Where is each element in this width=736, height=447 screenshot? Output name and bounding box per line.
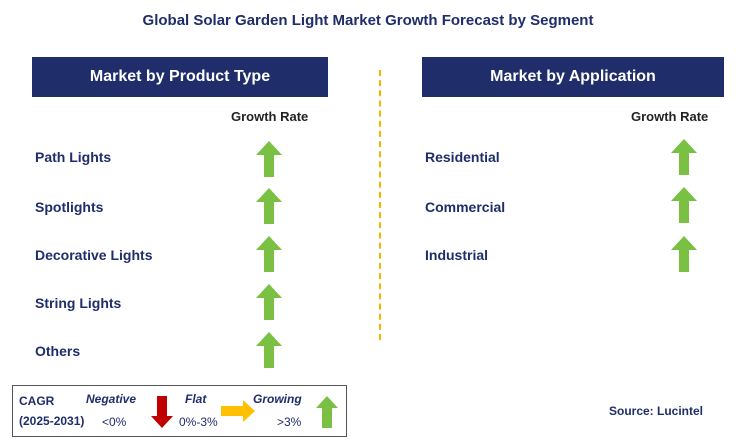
growing-arrow-icon [256, 236, 282, 272]
growing-arrow-icon [256, 284, 282, 320]
row-label-others: Others [35, 343, 81, 359]
negative-arrow-icon [151, 396, 173, 428]
product-growth-rate-label: Growth Rate [231, 109, 309, 124]
legend-negative-label: Negative [86, 392, 137, 406]
growing-arrow-icon [316, 396, 338, 428]
page-title: Global Solar Garden Light Market Growth … [142, 12, 594, 29]
growing-arrow-icon [256, 332, 282, 368]
row-label-path-lights: Path Lights [35, 149, 112, 165]
legend-growing-label: Growing [253, 392, 302, 406]
growing-arrow-icon [256, 188, 282, 224]
legend-growing-range: >3% [277, 415, 302, 429]
row-label-string-lights: String Lights [35, 295, 122, 311]
legend-flat-range: 0%-3% [179, 415, 218, 429]
cagr-legend: CAGR (2025-2031) Negative <0% Flat 0%-3%… [12, 385, 347, 437]
row-label-decorative-lights: Decorative Lights [35, 247, 153, 263]
panel-divider [379, 70, 381, 340]
legend-period: (2025-2031) [19, 414, 85, 428]
legend-flat-label: Flat [185, 392, 207, 406]
flat-arrow-icon [221, 400, 255, 422]
growing-arrow-icon [671, 139, 697, 175]
product-type-header: Market by Product Type [32, 57, 328, 97]
source-label: Source: Lucintel [609, 404, 704, 418]
application-header: Market by Application [422, 57, 724, 97]
growing-arrow-icon [671, 236, 697, 272]
growing-arrow-icon [671, 187, 697, 223]
legend-negative-range: <0% [102, 415, 127, 429]
growing-arrow-icon [256, 141, 282, 177]
row-label-commercial: Commercial [425, 199, 506, 215]
legend-cagr: CAGR [19, 394, 55, 408]
row-label-industrial: Industrial [425, 247, 489, 263]
row-label-spotlights: Spotlights [35, 199, 104, 215]
row-label-residential: Residential [425, 149, 500, 165]
application-growth-rate-label: Growth Rate [631, 109, 709, 124]
